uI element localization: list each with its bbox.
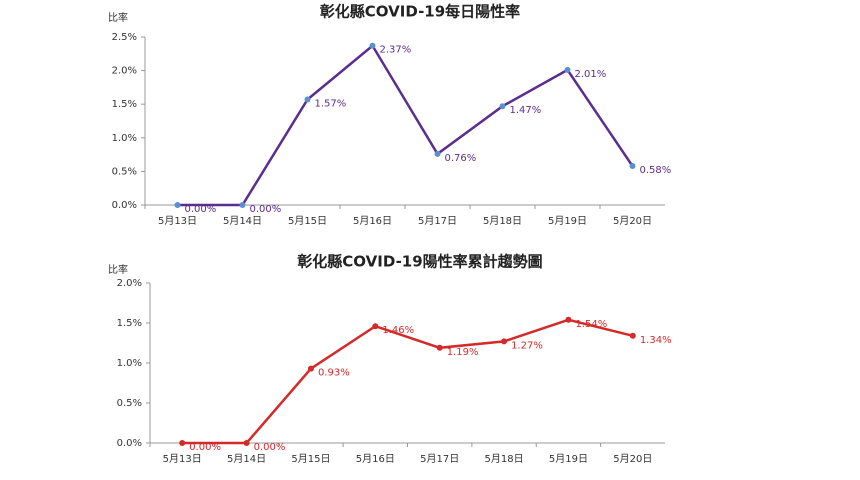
x-tick-label: 5月20日	[613, 453, 652, 465]
y-tick-label: 0.5%	[117, 398, 142, 409]
data-label: 0.00%	[254, 442, 286, 453]
x-tick-label: 5月15日	[288, 215, 327, 227]
data-label: 0.00%	[189, 442, 221, 453]
x-tick-label: 5月17日	[420, 453, 459, 465]
y-tick-label: 0.5%	[112, 166, 137, 177]
x-tick-label: 5月19日	[548, 215, 587, 227]
y-axis-label: 比率	[108, 11, 128, 24]
data-label: 1.34%	[640, 335, 672, 346]
data-label: 1.19%	[447, 347, 479, 358]
data-label: 0.00%	[185, 204, 217, 215]
data-point	[307, 365, 314, 372]
data-point	[436, 344, 443, 351]
data-point	[239, 202, 246, 208]
data-point	[564, 66, 571, 73]
data-point	[565, 316, 572, 323]
x-tick-label: 5月15日	[291, 453, 330, 465]
x-tick-label: 5月14日	[227, 453, 266, 465]
y-tick-label: 2.0%	[112, 66, 137, 77]
y-tick-label: 0.0%	[117, 438, 142, 449]
data-label: 2.37%	[380, 45, 412, 56]
y-tick-label: 1.0%	[112, 133, 137, 144]
data-line	[177, 43, 634, 207]
chart-title: 彰化縣COVID-19陽性率累計趨勢圖	[297, 253, 542, 271]
data-point	[304, 96, 311, 103]
data-point	[369, 42, 376, 49]
data-label: 2.01%	[575, 69, 607, 80]
y-tick-label: 0.0%	[112, 200, 137, 211]
data-label: 0.00%	[250, 204, 282, 215]
data-point	[372, 323, 379, 330]
data-label: 1.57%	[315, 98, 347, 109]
x-tick-label: 5月18日	[483, 215, 522, 227]
data-label: 0.58%	[640, 165, 672, 176]
x-tick-label: 5月17日	[418, 215, 457, 227]
x-tick-label: 5月16日	[356, 453, 395, 465]
data-point	[179, 440, 186, 446]
data-label: 1.54%	[575, 319, 607, 330]
x-tick-label: 5月13日	[158, 215, 197, 227]
data-point	[501, 338, 508, 345]
data-point	[174, 202, 181, 208]
data-point	[629, 332, 636, 339]
data-line	[182, 318, 634, 445]
data-label: 0.76%	[445, 153, 477, 164]
y-tick-label: 2.5%	[112, 32, 137, 43]
y-tick-label: 1.0%	[117, 358, 142, 369]
data-point	[243, 440, 250, 446]
x-tick-label: 5月18日	[485, 453, 524, 465]
x-tick-label: 5月13日	[163, 453, 202, 465]
data-point	[434, 150, 441, 157]
y-tick-label: 1.5%	[117, 318, 142, 329]
chart-title: 彰化縣COVID-19每日陽性率	[320, 3, 520, 21]
data-label: 1.46%	[382, 325, 414, 336]
x-tick-label: 5月14日	[223, 215, 262, 227]
y-axis-label: 比率	[108, 263, 128, 276]
data-point	[499, 103, 506, 110]
data-label: 0.93%	[318, 368, 350, 379]
data-label: 1.47%	[510, 105, 542, 116]
x-tick-label: 5月20日	[613, 215, 652, 227]
y-tick-label: 1.5%	[112, 99, 137, 110]
y-tick-label: 2.0%	[117, 278, 142, 289]
x-tick-label: 5月16日	[353, 215, 392, 227]
data-point	[629, 163, 636, 170]
x-tick-label: 5月19日	[549, 453, 588, 465]
data-label: 1.27%	[511, 340, 543, 351]
